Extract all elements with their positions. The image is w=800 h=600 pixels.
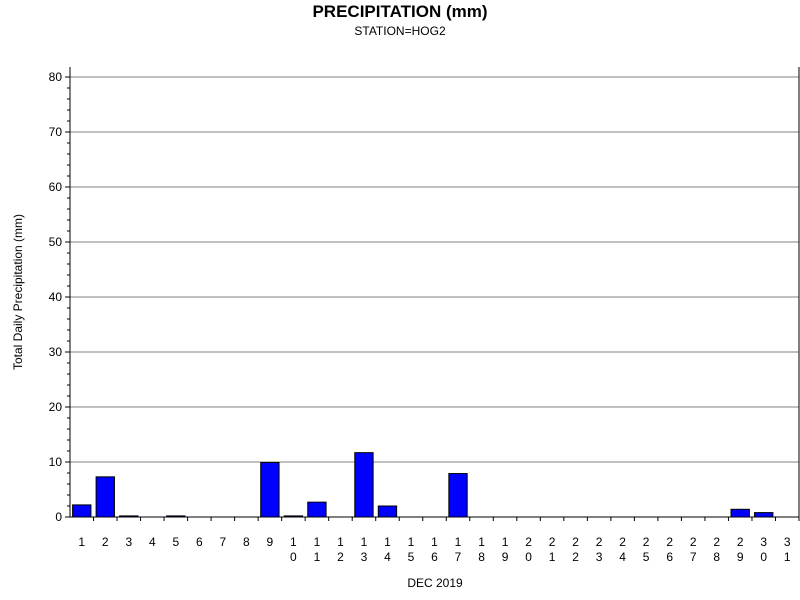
- y-axis-label: Total Daily Precipitation (mm): [11, 214, 25, 370]
- chart-subtitle: STATION=HOG2: [354, 24, 446, 38]
- x-tick-label: 6: [196, 535, 203, 549]
- gridlines: [70, 76, 799, 463]
- bar-day-14: [377, 505, 398, 518]
- y-tick-label: 0: [55, 510, 62, 524]
- x-tick-label: 9: [267, 535, 274, 549]
- axes: [69, 67, 800, 518]
- bar-day-9: [260, 462, 280, 518]
- bar-day-11: [307, 501, 327, 518]
- x-tick-label: 4: [149, 535, 156, 549]
- y-tick-label: 10: [49, 455, 63, 469]
- y-axis-ticks: 0 10 20 30 40 50 60 70 80: [49, 70, 70, 524]
- x-tick-label: 8: [243, 535, 250, 549]
- x-tick-label: 1: [78, 535, 85, 549]
- bars: [72, 452, 774, 518]
- x-tick-label: 2: [102, 535, 109, 549]
- y-tick-label: 60: [49, 180, 63, 194]
- bar-day-13: [354, 452, 374, 518]
- bar-day-30: [754, 512, 774, 518]
- y-tick-label: 70: [49, 125, 63, 139]
- bar-day-17: [448, 473, 468, 518]
- x-axis-ticks: 1 2 3 4 5 6 7 8 9 1 01 11 21 31 41 51 61 71 81 92 02 12 22 32 42…: [78, 517, 800, 564]
- y-tick-label: 80: [49, 70, 63, 84]
- y-tick-label: 40: [49, 290, 63, 304]
- chart-title: PRECIPITATION (mm): [312, 2, 487, 21]
- x-axis-label: DEC 2019: [407, 576, 463, 590]
- y-tick-label: 20: [49, 400, 63, 414]
- bar-day-2: [95, 476, 115, 518]
- x-tick-label: 3: [125, 535, 132, 549]
- bar-day-1: [72, 504, 92, 518]
- y-tick-label: 30: [49, 345, 63, 359]
- y-tick-label: 50: [49, 235, 63, 249]
- x-tick-label: 7: [220, 535, 227, 549]
- bar-day-29: [730, 508, 750, 518]
- x-tick-label: 5: [172, 535, 179, 549]
